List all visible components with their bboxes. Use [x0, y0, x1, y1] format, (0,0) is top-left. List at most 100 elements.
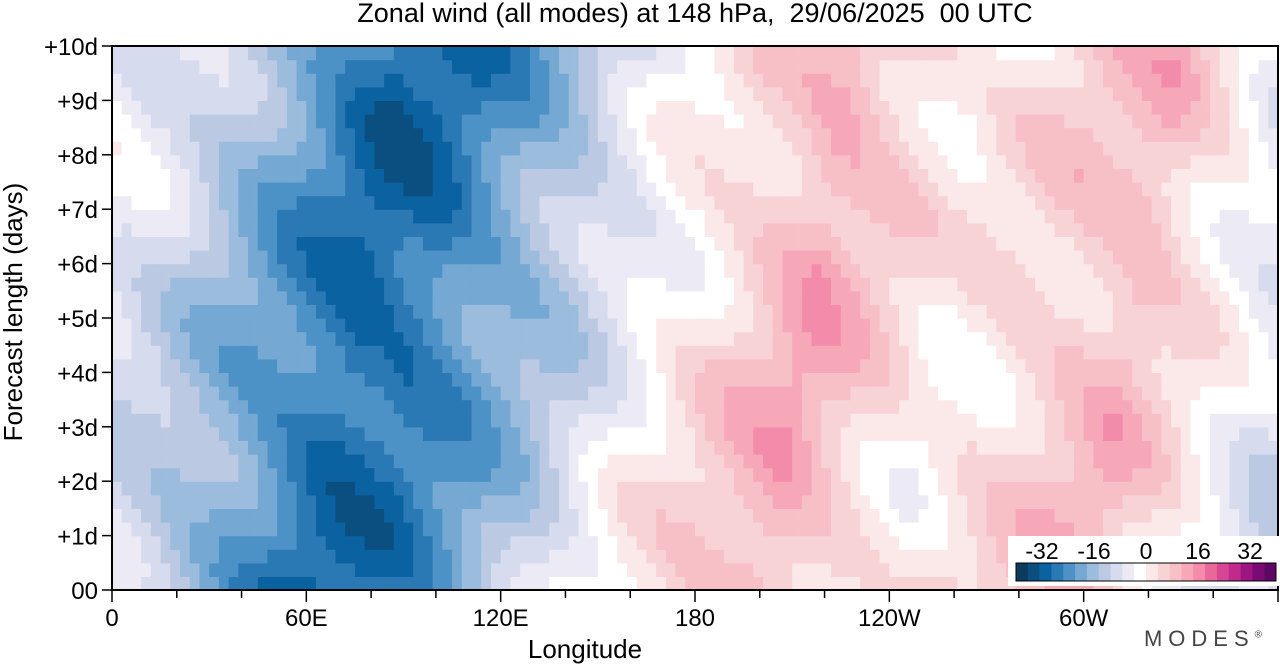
field-cell [529, 386, 541, 401]
field-cell [1073, 277, 1085, 292]
field-cell [947, 426, 958, 441]
field-cell [1209, 386, 1221, 401]
field-cell [588, 290, 599, 305]
field-cell [403, 114, 414, 129]
field-cell [831, 73, 842, 88]
field-cell [1025, 277, 1036, 292]
field-cell [801, 304, 813, 319]
field-cell [180, 454, 191, 469]
field-cell [189, 508, 201, 523]
field-cell [422, 522, 434, 537]
field-cell [1268, 141, 1279, 156]
field-cell [763, 318, 774, 333]
field-cell [1064, 114, 1075, 129]
field-cell [821, 535, 832, 550]
field-cell [248, 318, 259, 333]
field-cell [306, 127, 317, 142]
field-cell [325, 222, 337, 237]
field-cell [724, 549, 735, 564]
field-cell [286, 141, 298, 156]
field-cell [889, 46, 900, 61]
field-cell [1248, 440, 1260, 455]
field-cell [1180, 209, 1192, 224]
field-cell [325, 59, 337, 74]
field-cell [908, 46, 920, 61]
field-cell [821, 304, 832, 319]
field-cell [1005, 86, 1017, 101]
field-cell [393, 372, 405, 387]
field-cell [121, 576, 133, 591]
field-cell [665, 413, 677, 428]
field-cell [306, 263, 317, 278]
field-cell [1248, 413, 1260, 428]
field-cell [685, 73, 696, 88]
field-cell [267, 195, 278, 210]
field-cell [218, 454, 230, 469]
field-cell [850, 182, 861, 197]
field-cell [218, 222, 230, 237]
field-cell [617, 508, 628, 523]
field-cell [724, 209, 735, 224]
field-cell [218, 73, 230, 88]
field-cell [1044, 413, 1056, 428]
field-cell [1015, 358, 1026, 373]
field-cell [189, 114, 201, 129]
field-cell [413, 481, 424, 496]
field-cell [238, 46, 249, 61]
field-cell [1103, 222, 1114, 237]
field-cell [792, 372, 803, 387]
field-cell [384, 331, 395, 346]
field-cell [500, 345, 511, 360]
field-cell [1161, 399, 1172, 414]
field-cell [714, 168, 725, 183]
field-cell [568, 522, 579, 537]
field-cell [1268, 263, 1279, 278]
field-cell [1015, 372, 1026, 387]
field-cell [626, 358, 638, 373]
field-cell [724, 562, 735, 577]
field-cell [1064, 59, 1075, 74]
field-cell [967, 440, 978, 455]
field-cell [1025, 209, 1036, 224]
field-cell [733, 386, 745, 401]
field-cell [724, 372, 735, 387]
field-cell [675, 209, 686, 224]
field-cell [918, 263, 929, 278]
field-cell [529, 195, 541, 210]
field-cell [1219, 358, 1231, 373]
field-cell [967, 345, 978, 360]
field-cell [141, 290, 152, 305]
field-cell [753, 481, 764, 496]
field-cell [1132, 426, 1143, 441]
field-cell [1229, 250, 1240, 265]
field-cell [1141, 209, 1153, 224]
field-cell [889, 86, 900, 101]
field-cell [1122, 522, 1133, 537]
field-cell [1083, 454, 1094, 469]
field-cell [685, 358, 696, 373]
field-cell [209, 127, 220, 142]
field-cell [1190, 222, 1201, 237]
field-cell [840, 508, 852, 523]
field-cell [597, 562, 609, 577]
field-cell [782, 508, 793, 523]
field-cell [490, 250, 502, 265]
field-cell [199, 345, 210, 360]
field-cell [354, 481, 366, 496]
field-cell [1044, 358, 1056, 373]
field-cell [345, 168, 356, 183]
field-cell [1025, 46, 1036, 61]
field-cell [461, 331, 473, 346]
field-cell [821, 549, 832, 564]
field-cell [1025, 386, 1036, 401]
field-cell [1044, 345, 1056, 360]
field-cell [597, 358, 609, 373]
field-cell [937, 290, 949, 305]
field-cell [840, 304, 852, 319]
field-cell [1025, 413, 1036, 428]
field-cell [442, 182, 453, 197]
field-cell [1035, 386, 1046, 401]
colorbar: -32 -16 0 16 32 [1008, 536, 1280, 586]
field-cell [228, 454, 239, 469]
field-cell [879, 562, 890, 577]
